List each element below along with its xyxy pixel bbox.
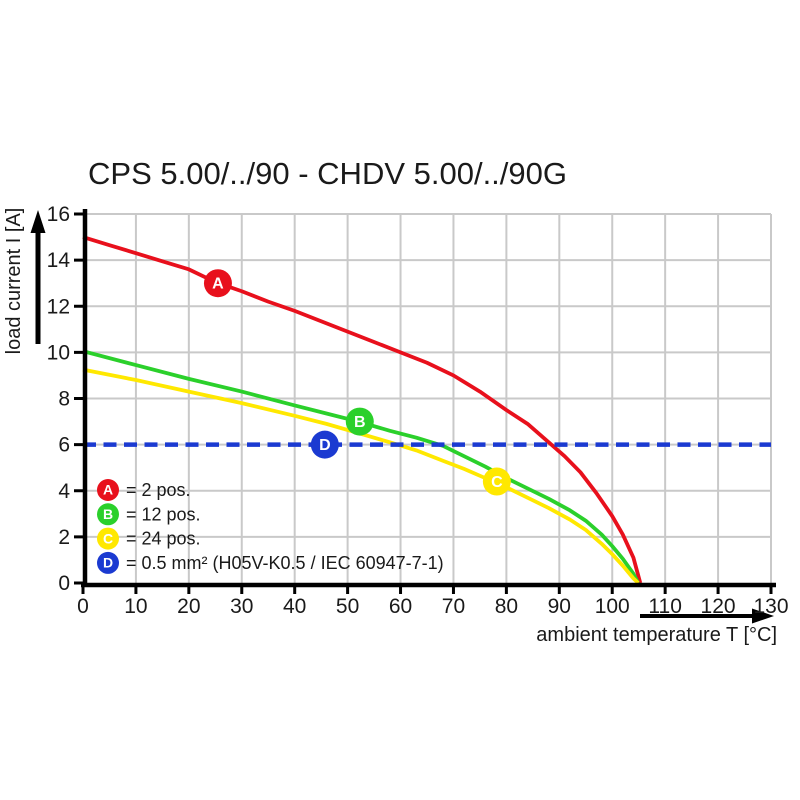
legend-letter-c: C bbox=[103, 530, 113, 546]
marker-c bbox=[482, 467, 511, 496]
x-tick-label: 120 bbox=[701, 595, 736, 618]
x-tick-label: 40 bbox=[283, 595, 306, 618]
curve-a bbox=[82, 235, 643, 584]
marker-b bbox=[345, 407, 374, 436]
marker-letter-c: C bbox=[491, 474, 503, 491]
y-tick-label: 4 bbox=[58, 480, 70, 503]
x-tick-label: 80 bbox=[495, 595, 518, 618]
legend-label-a: = 2 pos. bbox=[126, 480, 191, 500]
x-tick-label: 90 bbox=[548, 595, 571, 618]
x-tick-label: 0 bbox=[77, 595, 89, 618]
y-tick-label: 14 bbox=[47, 249, 71, 272]
y-axis-label: load current I [A] bbox=[3, 208, 25, 355]
y-tick-label: 8 bbox=[58, 388, 70, 411]
legend-label-b: = 12 pos. bbox=[126, 504, 201, 524]
legend-letter-b: B bbox=[103, 506, 113, 522]
x-tick-label: 130 bbox=[753, 595, 788, 618]
y-tick-label: 0 bbox=[58, 572, 70, 595]
x-tick-label: 30 bbox=[230, 595, 253, 618]
marker-letter-b: B bbox=[354, 414, 366, 431]
marker-letter-d: D bbox=[319, 437, 331, 454]
x-tick-label: 50 bbox=[336, 595, 359, 618]
axis-ticks: 0 10 20 30 40 50 60 70 80 90 100 110 120 130 0 2 4 6 8 10 12… bbox=[47, 203, 789, 618]
legend-swatch-c bbox=[97, 527, 119, 550]
marker-a bbox=[203, 269, 232, 298]
x-tick-label: 70 bbox=[442, 595, 465, 618]
legend-letter-d: D bbox=[103, 555, 113, 571]
x-tick-label: 60 bbox=[389, 595, 412, 618]
curve-b bbox=[82, 349, 640, 584]
x-axis-arrow-icon bbox=[752, 608, 774, 624]
x-axis-label: ambient temperature T [°C] bbox=[536, 624, 777, 646]
marker-letter-a: A bbox=[212, 276, 224, 293]
legend-letter-a: A bbox=[103, 482, 113, 498]
legend-label-c: = 24 pos. bbox=[126, 529, 201, 549]
x-tick-label: 110 bbox=[648, 595, 681, 618]
y-tick-label: 16 bbox=[47, 203, 70, 226]
y-axis-arrow-icon bbox=[30, 210, 46, 233]
y-tick-label: 12 bbox=[47, 295, 70, 318]
x-tick-label: 10 bbox=[124, 595, 147, 618]
legend-swatch-a bbox=[97, 479, 119, 501]
curve-markers: A B C D bbox=[203, 269, 511, 496]
legend-swatch-b bbox=[97, 503, 119, 526]
curve-c bbox=[82, 367, 640, 585]
y-tick-label: 2 bbox=[58, 526, 70, 549]
y-tick-label: 6 bbox=[58, 434, 70, 457]
x-tick-label: 20 bbox=[177, 595, 200, 618]
curves bbox=[82, 235, 771, 585]
legend: A = 2 pos. B = 12 pos. C = 24 pos. D = 0.5 mm² … bbox=[97, 479, 444, 574]
legend-swatch-d bbox=[97, 551, 119, 574]
x-tick-label: 100 bbox=[595, 595, 630, 618]
chart-title: CPS 5.00/../90 - CHDV 5.00/../90G bbox=[88, 156, 567, 191]
axes bbox=[30, 209, 776, 624]
gridlines bbox=[83, 213, 772, 583]
legend-label-d: = 0.5 mm² (H05V-K0.5 / IEC 60947-7-1) bbox=[126, 553, 444, 573]
marker-d bbox=[310, 430, 339, 459]
y-tick-label: 10 bbox=[47, 341, 70, 364]
